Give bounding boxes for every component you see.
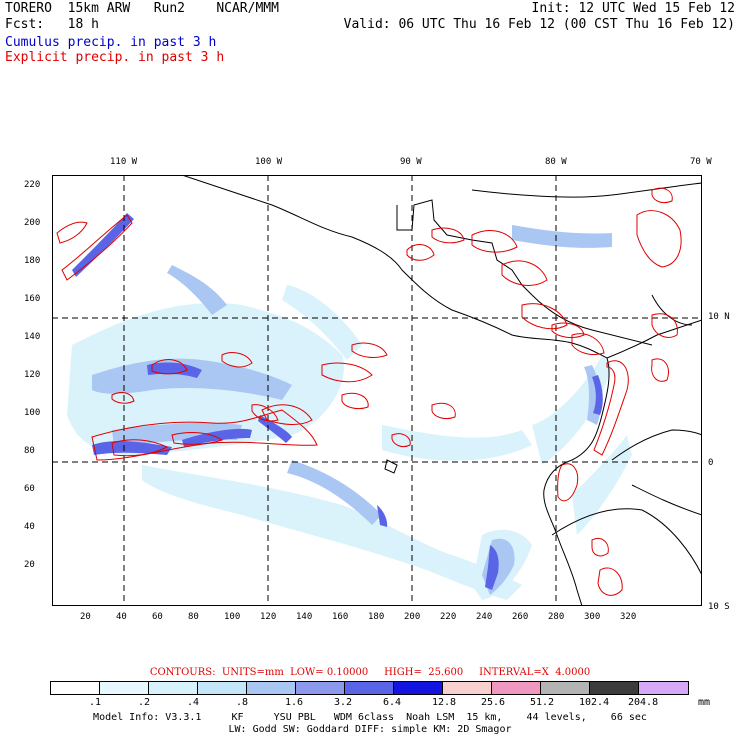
y-tick-label: 160: [24, 294, 41, 305]
cumulus-precip-medium: [92, 225, 612, 595]
x-tick-label: 220: [440, 612, 457, 622]
colorbar-label: 51.2: [530, 697, 555, 708]
x-tick-label: 20: [80, 612, 91, 622]
colorbar-cell: [443, 682, 492, 694]
x-tick-label: 80: [188, 612, 199, 622]
model-title: TORERO 15km ARW Run2 NCAR/MMM: [5, 1, 279, 16]
precip-colorbar: [50, 681, 689, 695]
colorbar-cell: [51, 682, 100, 694]
lat-lon-grid: [52, 175, 702, 606]
colorbar-label: 1.6: [285, 697, 304, 708]
y-tick-label: 120: [24, 370, 41, 381]
x-tick-label: 280: [548, 612, 565, 622]
lat-label-0: 0: [708, 458, 714, 468]
colorbar-label: .1: [89, 697, 102, 708]
x-tick-label: 160: [332, 612, 349, 622]
y-tick-label: 100: [24, 408, 41, 419]
colorbar-cell: [296, 682, 345, 694]
colorbar-label: 3.2: [334, 697, 353, 708]
explicit-precip-contours: [56, 187, 682, 596]
model-info: Model Info: V3.3.1 KF YSU PBL WDM 6class…: [93, 712, 647, 723]
precipitation-map: [52, 175, 702, 606]
colorbar-cell: [492, 682, 541, 694]
lon-label-100w: 100 W: [255, 157, 283, 167]
x-tick-label: 40: [116, 612, 127, 622]
colorbar-label: 12.8: [432, 697, 457, 708]
x-tick-label: 60: [152, 612, 163, 622]
lat-label-10n: 10 N: [708, 312, 730, 322]
colorbar-cell: [394, 682, 443, 694]
x-tick-label: 260: [512, 612, 529, 622]
coastlines: [181, 175, 702, 606]
x-tick-label: 200: [404, 612, 421, 622]
colorbar-cell: [100, 682, 149, 694]
valid-time: Valid: 06 UTC Thu 16 Feb 12 (00 CST Thu …: [343, 17, 735, 32]
lat-label-10s: 10 S: [708, 602, 730, 612]
colorbar-unit: mm: [698, 697, 711, 708]
colorbar-cell: [541, 682, 590, 694]
y-tick-label: 80: [24, 446, 35, 457]
colorbar-label: 6.4: [383, 697, 402, 708]
x-tick-label: 100: [224, 612, 241, 622]
colorbar-cell: [345, 682, 394, 694]
x-tick-label: 240: [476, 612, 493, 622]
y-tick-label: 180: [24, 256, 41, 267]
explicit-legend: Explicit precip. in past 3 h: [5, 50, 225, 65]
lon-label-90w: 90 W: [400, 157, 422, 167]
colorbar-cell: [198, 682, 247, 694]
contour-info: CONTOURS: UNITS=mm LOW= 0.10000 HIGH= 25…: [149, 667, 591, 678]
colorbar-label: .4: [187, 697, 200, 708]
colorbar-label: 204.8: [628, 697, 659, 708]
y-tick-label: 220: [24, 180, 41, 191]
y-tick-label: 20: [24, 560, 35, 571]
colorbar-label: 25.6: [481, 697, 506, 708]
cumulus-legend: Cumulus precip. in past 3 h: [5, 35, 217, 50]
y-tick-label: 40: [24, 522, 35, 533]
colorbar-label: .8: [236, 697, 249, 708]
colorbar-cell: [639, 682, 688, 694]
colorbar-cell: [247, 682, 296, 694]
lon-label-80w: 80 W: [545, 157, 567, 167]
colorbar-cell: [149, 682, 198, 694]
colorbar-cell: [590, 682, 639, 694]
physics-info: LW: Godd SW: Goddard DIFF: simple KM: 2D…: [228, 724, 512, 735]
y-tick-label: 60: [24, 484, 35, 495]
y-tick-label: 200: [24, 218, 41, 229]
init-time: Init: 12 UTC Wed 15 Feb 12: [531, 1, 736, 16]
x-tick-label: 140: [296, 612, 313, 622]
lon-label-110w: 110 W: [110, 157, 138, 167]
x-tick-label: 120: [260, 612, 277, 622]
x-tick-label: 320: [620, 612, 637, 622]
lon-label-70w: 70 W: [690, 157, 712, 167]
x-tick-label: 180: [368, 612, 385, 622]
y-tick-label: 140: [24, 332, 41, 343]
forecast-hour: Fcst: 18 h: [5, 17, 99, 32]
colorbar-label: .2: [138, 697, 151, 708]
x-tick-label: 300: [584, 612, 601, 622]
colorbar-label: 102.4: [579, 697, 610, 708]
